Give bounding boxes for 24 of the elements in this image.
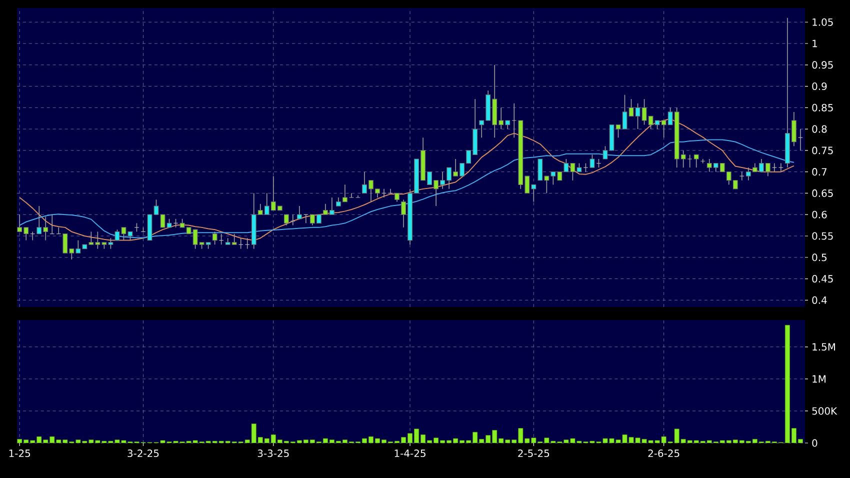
y-tick-label: 1.5M [812, 343, 835, 351]
y-tick-label: 0.75 [812, 146, 833, 154]
y-tick-label: 500K [812, 407, 838, 415]
y-tick-label: 0.95 [812, 61, 833, 69]
x-tick-label: 2-5-25 [518, 450, 550, 458]
y-tick-label: 0.4 [812, 296, 827, 304]
x-tick-label: 3-3-25 [258, 450, 289, 458]
y-tick-label: 0.65 [812, 189, 833, 197]
y-tick-label: 0.8 [812, 125, 827, 133]
x-tick-label: 3-2-25 [128, 450, 159, 458]
x-tick-label: 1-4-25 [394, 450, 426, 458]
y-tick-label: 0.6 [812, 210, 827, 218]
y-tick-label: 0.85 [812, 104, 833, 112]
y-tick-label: 1.05 [812, 18, 833, 26]
y-tick-label: 0.9 [812, 82, 827, 90]
x-tick-label: 1-25 [9, 450, 30, 458]
y-tick-label: 0.5 [812, 254, 827, 262]
y-tick-label: 0.7 [812, 168, 827, 176]
y-tick-label: 0 [812, 439, 818, 447]
x-tick-label: 2-6-25 [648, 450, 680, 458]
y-tick-label: 0.55 [812, 232, 833, 240]
y-tick-label: 0.45 [812, 274, 833, 283]
y-tick-label: 1M [812, 375, 826, 383]
y-tick-label: 1 [812, 40, 817, 48]
